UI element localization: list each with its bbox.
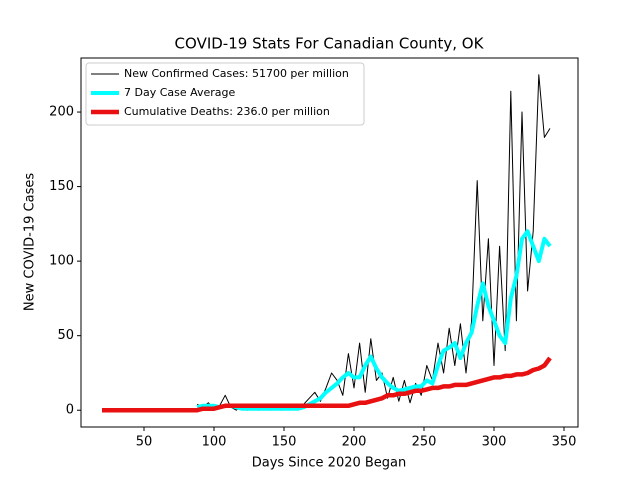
y-axis-label: New COVID-19 Cases [23,173,38,311]
chart-title: COVID-19 Stats For Canadian County, OK [175,35,485,53]
x-tick-label: 200 [342,435,367,450]
x-tick-label: 50 [136,435,153,450]
legend-label: Cumulative Deaths: 236.0 per million [124,105,330,118]
legend-box [85,62,365,126]
x-tick-label: 250 [412,435,437,450]
x-tick-label: 150 [272,435,297,450]
y-tick-label: 50 [57,328,74,343]
x-axis-label: Days Since 2020 Began [252,456,407,471]
legend: New Confirmed Cases: 51700 per million 7 … [85,62,365,126]
series-line [102,356,552,413]
y-tick-label: 100 [49,254,74,269]
x-tick-label: 100 [202,435,227,450]
x-tick-label: 350 [552,435,577,450]
legend-label: 7 Day Case Average [124,86,236,99]
y-tick-label: 0 [66,403,74,418]
x-tick-label: 300 [482,435,507,450]
legend-label: New Confirmed Cases: 51700 per million [124,67,349,80]
series-line [196,229,552,411]
y-tick-label: 200 [49,105,74,120]
plot-frame [80,57,579,428]
y-tick-label: 150 [49,179,74,194]
